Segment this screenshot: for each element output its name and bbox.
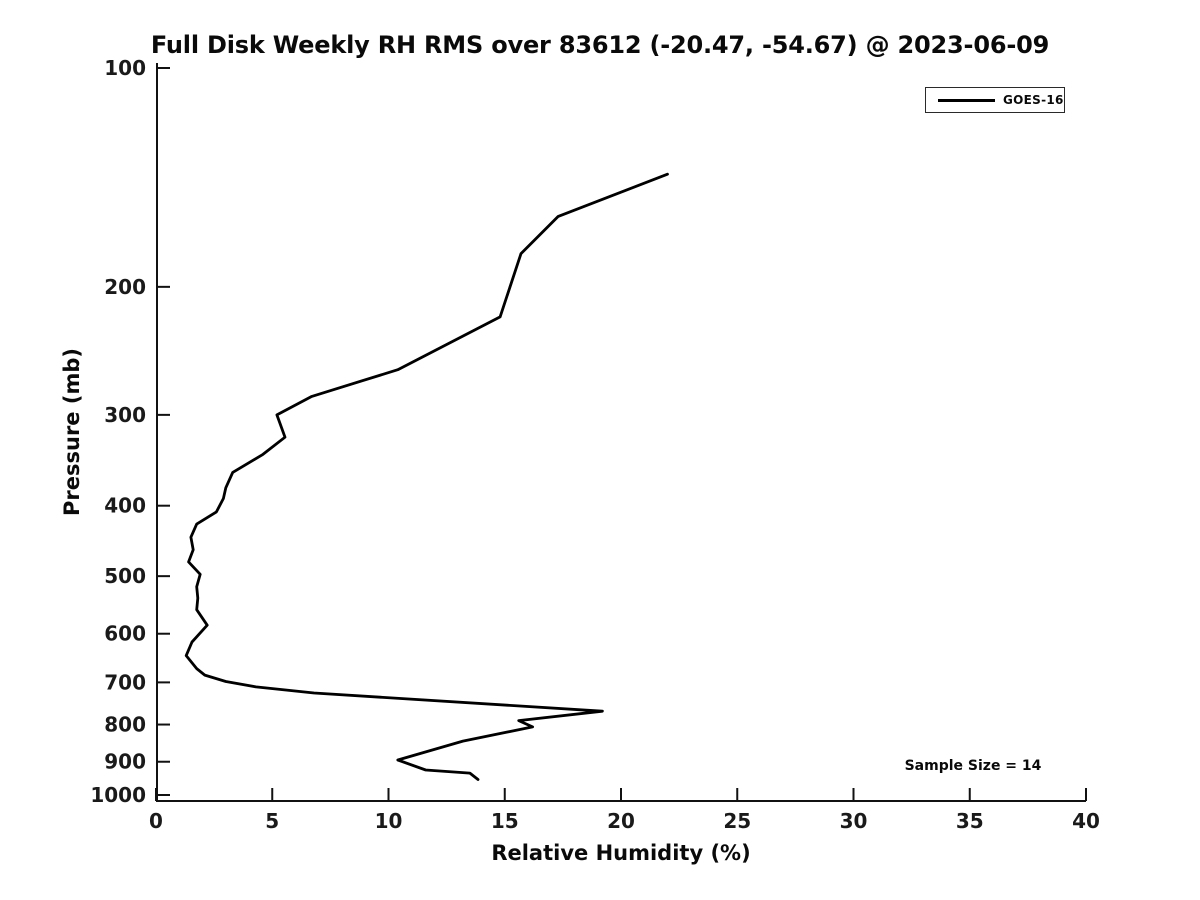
x-axis-tick-label: 35: [956, 809, 984, 833]
x-axis-tick-label: 25: [723, 809, 751, 833]
y-axis-tick-label: 200: [104, 275, 146, 299]
x-axis-tick-label: 0: [149, 809, 163, 833]
legend-label: GOES-16: [1003, 93, 1064, 107]
x-axis-tick-label: 15: [491, 809, 519, 833]
x-axis-label: Relative Humidity (%): [491, 841, 751, 865]
y-axis-tick-label: 400: [104, 494, 146, 518]
y-axis-tick-label: 600: [104, 622, 146, 646]
x-axis-tick-label: 20: [607, 809, 635, 833]
y-axis-tick-label: 900: [104, 750, 146, 774]
x-axis-tick-label: 30: [840, 809, 868, 833]
y-axis-tick-label: 500: [104, 564, 146, 588]
y-axis-tick-label: 1000: [90, 783, 146, 807]
y-axis-tick-label: 700: [104, 670, 146, 694]
legend: GOES-16: [925, 87, 1065, 113]
x-axis-tick-label: 10: [375, 809, 403, 833]
y-axis-tick-label: 300: [104, 403, 146, 427]
rh-profile-line: [184, 172, 669, 781]
x-axis-tick-label: 5: [265, 809, 279, 833]
sample-size-annotation: Sample Size = 14: [904, 758, 1042, 774]
y-axis-tick-label: 800: [104, 713, 146, 737]
x-axis-tick-label: 40: [1072, 809, 1100, 833]
y-axis-tick-label: 100: [104, 56, 146, 80]
legend-line-sample: [938, 98, 995, 102]
chart-title: Full Disk Weekly RH RMS over 83612 (-20.…: [150, 31, 1050, 59]
